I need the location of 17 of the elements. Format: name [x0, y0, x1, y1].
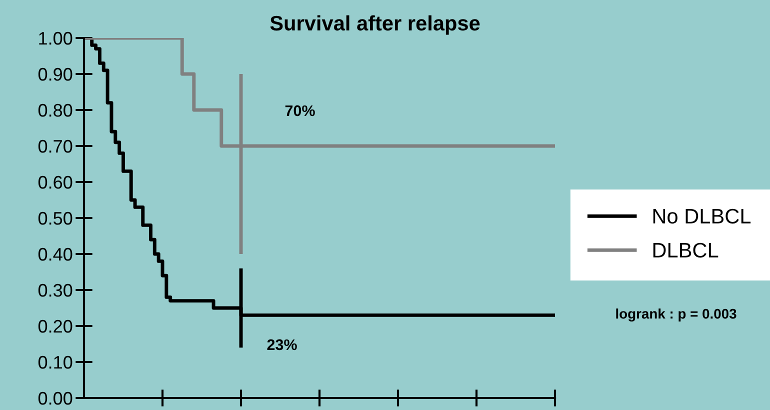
y-tick-label: 0.40	[38, 248, 72, 261]
text: logrank : p = 0.003	[616, 308, 736, 322]
legend-label: No DLBCL	[653, 208, 751, 224]
y-tick-label: 0.60	[38, 176, 72, 189]
y-tick-label: 0.30	[38, 284, 72, 297]
legend-label: DLBCL	[653, 242, 718, 258]
y-tick-label: 0.80	[38, 104, 72, 117]
y-tick-label: 0.50	[38, 212, 72, 225]
chart-title: Survival after relapse	[270, 15, 480, 35]
y-tick-label: 0.70	[38, 140, 72, 153]
y-tick-label: 0.90	[38, 68, 72, 81]
y-tick-label: 0.10	[38, 356, 72, 369]
y-tick-label: 0.00	[38, 392, 72, 405]
y-tick-label: 0.20	[38, 320, 72, 333]
annotation: 70%	[285, 105, 315, 116]
annotation: 23%	[267, 339, 297, 350]
y-tick-label: 1.00	[39, 32, 72, 45]
